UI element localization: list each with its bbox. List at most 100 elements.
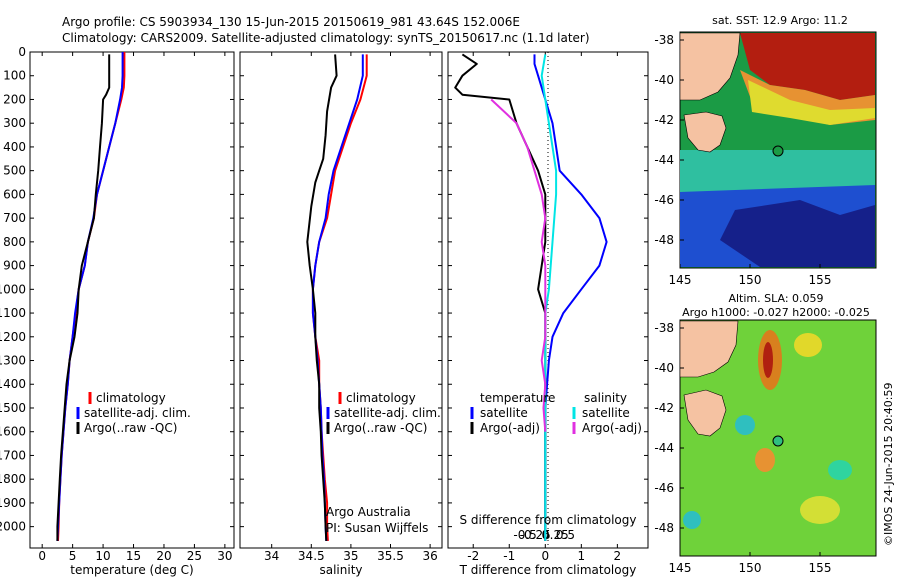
map-y-tick-label: -40 xyxy=(654,73,674,87)
map-tick-labels: 145 150 155 -38 -40 -42 -44 -46 -48 145 150 155 -38 -… xyxy=(654,33,831,575)
x-tick-label-salinity-diff: -0.25 xyxy=(520,528,551,542)
map-y-tick-label: -40 xyxy=(654,361,674,375)
sla-high-anomaly xyxy=(794,333,822,357)
temperature-axes xyxy=(29,51,235,549)
x-tick-label: -1 xyxy=(503,549,515,563)
series-line-argo-raw-qc- xyxy=(56,54,111,541)
x-tick-label: 34.5 xyxy=(298,549,325,563)
sla-low-anomaly xyxy=(683,511,701,529)
sla-low-anomaly xyxy=(735,415,755,435)
sst-mainland xyxy=(679,32,741,101)
depth-tick-label: 1500 xyxy=(0,401,26,415)
x-tick-label: -2 xyxy=(467,549,479,563)
temperature-xlabel: temperature (deg C) xyxy=(70,563,193,577)
x-tick-label: 30 xyxy=(217,549,232,563)
sst-map xyxy=(679,31,877,269)
temperature-legend: climatology satellite-adj. clim. Argo(..… xyxy=(76,391,191,435)
difference-legend: temperature salinity satellite Argo(-adj… xyxy=(470,391,642,435)
sst-cool-band xyxy=(680,150,875,195)
map-y-tick-label: -38 xyxy=(654,33,674,47)
depth-tick-label: 900 xyxy=(3,259,26,273)
x-tick-label: 35 xyxy=(343,549,358,563)
map-x-tick-label: 145 xyxy=(669,561,692,575)
sla-tasmania xyxy=(683,389,727,437)
depth-tick-label: 700 xyxy=(3,211,26,225)
map-x-tick-label: 150 xyxy=(739,561,762,575)
sst-dark-eddy xyxy=(720,200,875,267)
sla-high-anomaly xyxy=(763,342,773,378)
sla-map-title-1: Altim. SLA: 0.059 xyxy=(728,292,823,305)
map-x-tick-label: 155 xyxy=(809,273,832,287)
x-tick-label: 36 xyxy=(422,549,437,563)
legend-label-argo: Argo(..raw -QC) xyxy=(84,421,177,435)
depth-tick-label: 400 xyxy=(3,140,26,154)
legend-label-satellite: satellite-adj. clim. xyxy=(334,406,441,420)
sla-mainland xyxy=(679,320,739,378)
x-tick-label-salinity-diff: 0.5 xyxy=(556,528,575,542)
institution-label: Argo Australia xyxy=(326,505,411,519)
difference-xlabel2: S difference from climatology xyxy=(460,513,637,527)
sst-map-title: sat. SST: 12.9 Argo: 11.2 xyxy=(712,14,848,27)
x-tick-label: 5 xyxy=(69,549,77,563)
map-y-tick-label: -48 xyxy=(654,233,674,247)
x-tick-label-salinity-diff: 0.25 xyxy=(542,528,569,542)
series-line-satellite xyxy=(540,54,558,541)
profile-series xyxy=(56,52,608,541)
depth-tick-label: 1400 xyxy=(0,377,26,391)
header-line1: Argo profile: CS 5903934_130 15-Jun-2015… xyxy=(62,15,520,29)
map-y-tick-label: -46 xyxy=(654,481,674,495)
legend-label-argo: Argo(..raw -QC) xyxy=(334,421,427,435)
x-tick-label: 2 xyxy=(614,549,622,563)
legend-label-t-satellite: satellite xyxy=(480,406,528,420)
map-y-tick-label: -42 xyxy=(654,401,674,415)
difference-xlabel: T difference from climatology xyxy=(459,563,637,577)
salinity-axes xyxy=(239,51,443,549)
imos-credit: ©IMOS 24-Jun-2015 20:40:59 xyxy=(882,382,895,546)
x-tick-label: 0 xyxy=(541,549,549,563)
x-tick-label: 10 xyxy=(95,549,110,563)
map-x-tick-label: 145 xyxy=(669,273,692,287)
x-tick-label-salinity-diff: -0.5 xyxy=(513,528,536,542)
legend-title-salinity: salinity xyxy=(584,391,627,405)
legend-label-s-satellite: satellite xyxy=(582,406,630,420)
legend-label-t-argo: Argo(-adj) xyxy=(480,421,540,435)
map-y-tick-label: -46 xyxy=(654,193,674,207)
depth-tick-label: 500 xyxy=(3,164,26,178)
sst-warm-water-north xyxy=(740,33,875,100)
sla-high-anomaly xyxy=(800,496,840,524)
x-tick-label: 35.5 xyxy=(377,549,404,563)
map-y-tick-label: -48 xyxy=(654,521,674,535)
argo-float-marker xyxy=(772,145,784,157)
axis-ticks: 0100200300400500600700800900100011001200… xyxy=(0,45,648,563)
depth-tick-label: 800 xyxy=(3,235,26,249)
x-tick-label: 1 xyxy=(578,549,586,563)
salinity-xlabel: salinity xyxy=(319,563,362,577)
series-line-argo-raw-qc- xyxy=(306,54,338,541)
x-tick-label: 34 xyxy=(264,549,279,563)
depth-tick-label: 2000 xyxy=(0,520,26,534)
depth-tick-label: 1900 xyxy=(0,496,26,510)
sla-high-anomaly xyxy=(755,448,775,472)
argo-float-marker xyxy=(772,435,784,447)
sla-low-anomaly xyxy=(828,460,852,480)
x-tick-label: 25 xyxy=(187,549,202,563)
map-y-tick-label: -42 xyxy=(654,113,674,127)
legend-label-s-argo: Argo(-adj) xyxy=(582,421,642,435)
sst-tasmania xyxy=(683,111,727,153)
depth-tick-label: 1600 xyxy=(0,425,26,439)
map-x-tick-label: 150 xyxy=(739,273,762,287)
pi-label: PI: Susan Wijffels xyxy=(326,521,428,535)
sst-yellow-band xyxy=(748,80,875,125)
x-tick-label: 15 xyxy=(126,549,141,563)
map-y-tick-label: -38 xyxy=(654,321,674,335)
sla-map-title-2: Argo h1000: -0.027 h2000: -0.025 xyxy=(682,306,870,319)
x-tick-label: 0 xyxy=(38,549,46,563)
depth-tick-label: 200 xyxy=(3,92,26,106)
map-x-tick-label: 155 xyxy=(809,561,832,575)
depth-tick-label: 300 xyxy=(3,116,26,130)
header-line2: Climatology: CARS2009. Satellite-adjuste… xyxy=(62,31,590,45)
depth-tick-label: 1700 xyxy=(0,448,26,462)
sla-map xyxy=(679,319,877,557)
depth-tick-label: 600 xyxy=(3,187,26,201)
